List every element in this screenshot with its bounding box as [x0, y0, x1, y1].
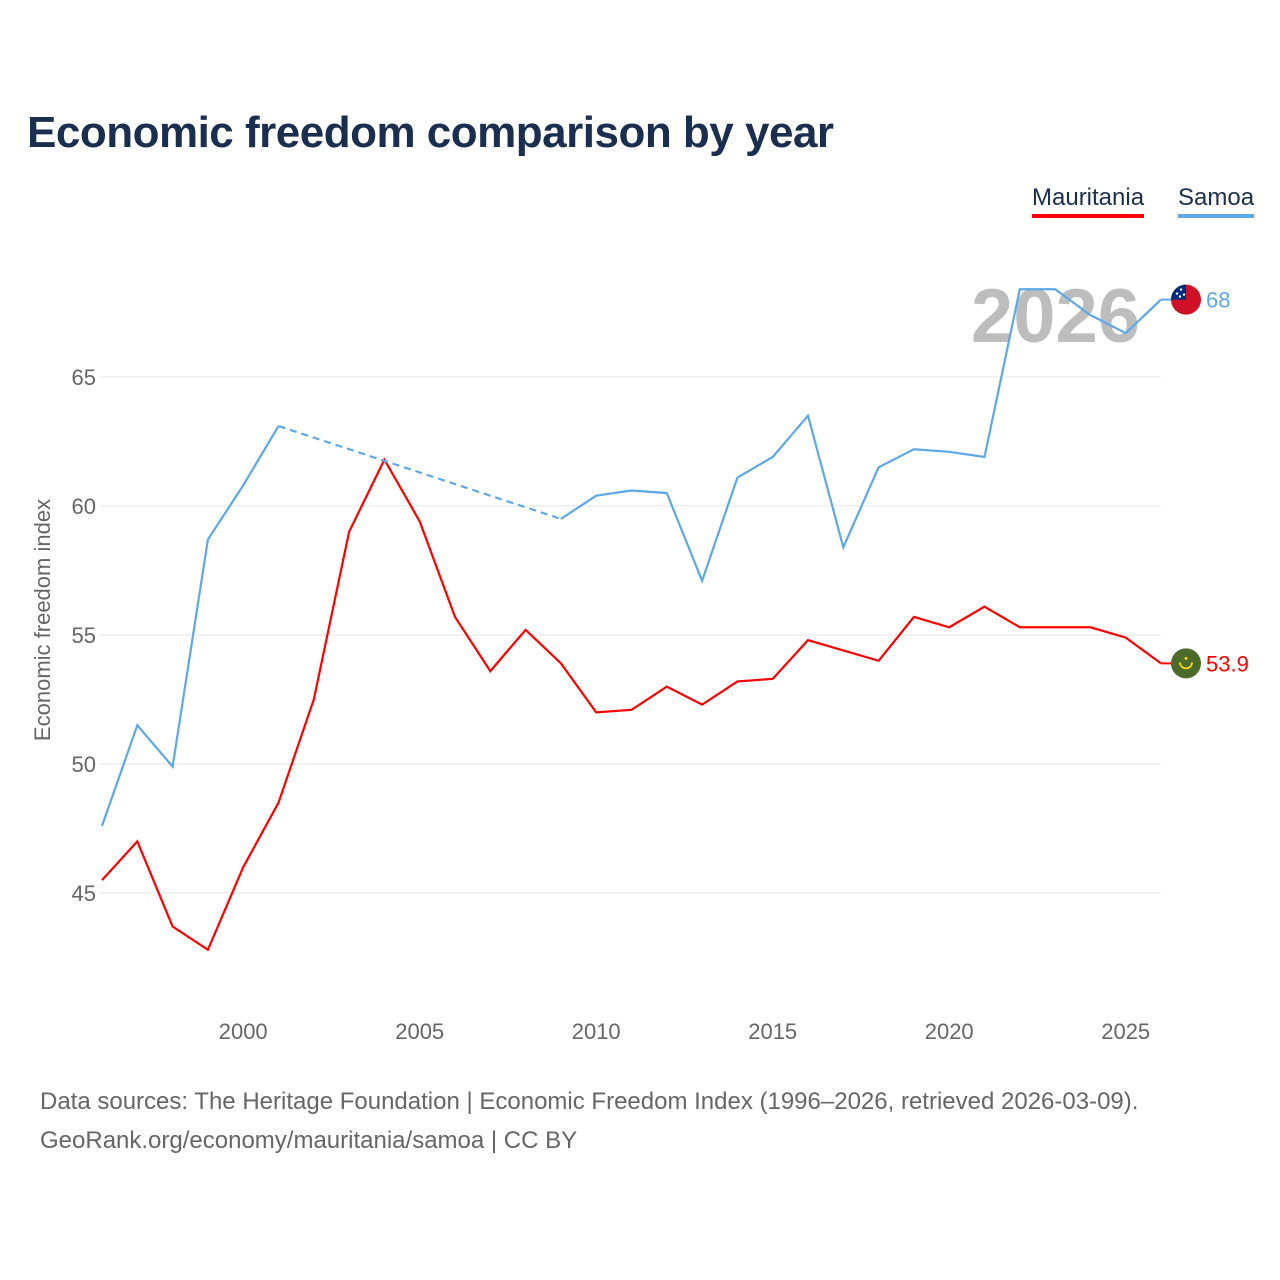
y-axis-label: Economic freedom index: [30, 499, 55, 741]
source-note: Data sources: The Heritage Foundation | …: [40, 1088, 1139, 1115]
legend-samoa[interactable]: Samoa: [1178, 184, 1255, 218]
y-tick-label: 50: [72, 752, 96, 777]
line-samoa: [560, 288, 1162, 584]
mauritania-flag-star: [1184, 656, 1188, 660]
x-tick-label: 2005: [395, 1019, 444, 1044]
y-tick-label: 55: [72, 623, 96, 648]
end-value-mauritania: 53.9: [1206, 651, 1249, 676]
samoa-flag-star: [1178, 295, 1182, 298]
y-tick-label: 60: [72, 494, 96, 519]
x-tick-label: 2025: [1101, 1019, 1150, 1044]
x-tick-label: 2000: [219, 1019, 268, 1044]
year-watermark: 2026: [971, 274, 1140, 359]
y-tick-label: 65: [72, 365, 96, 390]
end-value-samoa: 68: [1206, 288, 1230, 313]
samoa-flag-star: [1179, 288, 1183, 291]
x-tick-label: 2010: [572, 1019, 621, 1044]
samoa-flag-canton: [1171, 284, 1186, 300]
source-url[interactable]: GeoRank.org/economy/mauritania/samoa | C…: [40, 1127, 578, 1154]
legend-mauritania[interactable]: Mauritania: [1032, 184, 1145, 218]
mauritania-flag-icon: [1171, 648, 1201, 679]
samoa-flag-star: [1175, 292, 1179, 295]
x-tick-label: 2020: [925, 1019, 974, 1044]
samoa-flag-star: [1182, 293, 1186, 296]
gap-line-samoa: [278, 424, 562, 520]
line-samoa: [100, 425, 280, 827]
y-tick-label: 45: [72, 881, 96, 906]
line-mauritania: [101, 457, 1162, 952]
mauritania-flag-crescent: [1179, 662, 1193, 670]
chart-title: Economic freedom comparison by year: [27, 108, 834, 157]
x-tick-label: 2015: [748, 1019, 797, 1044]
